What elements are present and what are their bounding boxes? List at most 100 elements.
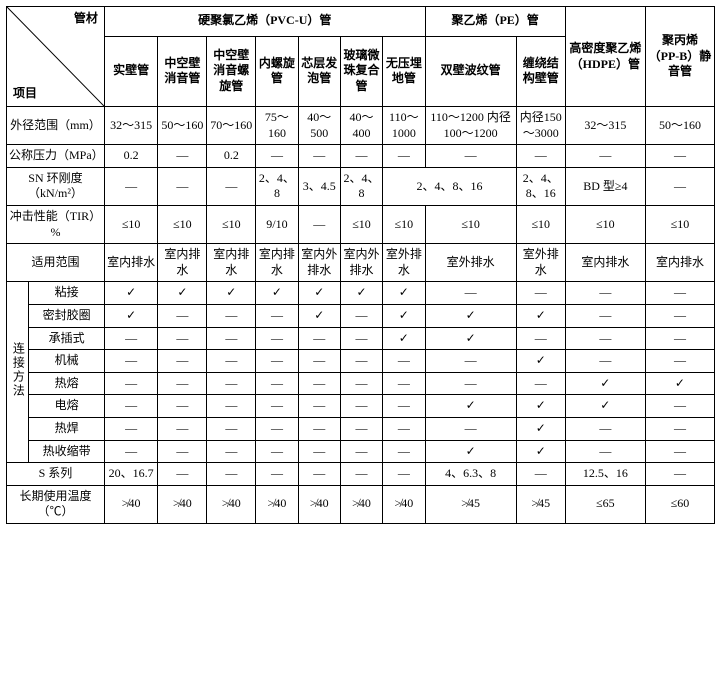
- row-conn-rh: 热焊 ————————✓——: [7, 417, 715, 440]
- cell: ✓: [298, 282, 340, 305]
- cell: ≤10: [104, 205, 157, 243]
- cell: —: [207, 417, 256, 440]
- cell: —: [645, 304, 714, 327]
- cell: 2、4、8、16: [516, 167, 565, 205]
- cell: —: [298, 440, 340, 463]
- cell: ≤10: [383, 205, 425, 243]
- cell: —: [158, 417, 207, 440]
- pvc-col-4: 内螺旋管: [256, 36, 298, 106]
- cell: ✓: [425, 304, 516, 327]
- cell: ≯40: [104, 485, 157, 523]
- cell: —: [340, 463, 382, 486]
- col-hdpe: 高密度聚乙烯（HDPE）管: [565, 7, 645, 107]
- row-label: 长期使用温度（℃）: [7, 485, 105, 523]
- pvc-col-5: 芯层发泡管: [298, 36, 340, 106]
- cell: —: [425, 350, 516, 373]
- cell: —: [256, 350, 298, 373]
- cell: 室内排水: [104, 244, 157, 282]
- cell: 室外排水: [516, 244, 565, 282]
- group-pe: 聚乙烯（PE）管: [425, 7, 565, 37]
- cell: —: [104, 327, 157, 350]
- cell: —: [383, 145, 425, 168]
- cell: —: [158, 304, 207, 327]
- cell: ≯40: [340, 485, 382, 523]
- cell: —: [516, 145, 565, 168]
- cell: —: [158, 372, 207, 395]
- cell: 室内排水: [256, 244, 298, 282]
- row-conn-mfjq: 密封胶圈 ✓———✓—✓✓✓——: [7, 304, 715, 327]
- group-pvc: 硬聚氯乙烯（PVC-U）管: [104, 7, 425, 37]
- cell: —: [383, 417, 425, 440]
- row-label: 适用范围: [7, 244, 105, 282]
- row-label: 热熔: [29, 372, 105, 395]
- cell: 2、4、8、16: [383, 167, 517, 205]
- pvc-col-7: 无压埋地管: [383, 36, 425, 106]
- cell: ✓: [565, 372, 645, 395]
- cell: ✓: [425, 395, 516, 418]
- cell: —: [298, 395, 340, 418]
- cell: 2、4、8: [256, 167, 298, 205]
- cell: ≯45: [425, 485, 516, 523]
- cell: 室内排水: [645, 244, 714, 282]
- cell: —: [340, 327, 382, 350]
- cell: —: [256, 463, 298, 486]
- cell: —: [207, 350, 256, 373]
- row-label: 热收缩带: [29, 440, 105, 463]
- cell: ✓: [298, 304, 340, 327]
- cell: —: [425, 372, 516, 395]
- pe-col-2: 缠绕结构壁管: [516, 36, 565, 106]
- cell: —: [256, 145, 298, 168]
- cell: 0.2: [104, 145, 157, 168]
- cell: —: [383, 463, 425, 486]
- cell: 50～160: [645, 107, 714, 145]
- cell: —: [298, 463, 340, 486]
- row-conn-ccs: 承插式 ——————✓✓———: [7, 327, 715, 350]
- cell: 110～1200 内径100～1200: [425, 107, 516, 145]
- cell: —: [565, 282, 645, 305]
- cell: ≯40: [298, 485, 340, 523]
- cell: 32～315: [104, 107, 157, 145]
- cell: —: [104, 372, 157, 395]
- cell: ≤10: [158, 205, 207, 243]
- cell: —: [207, 167, 256, 205]
- cell: ≤10: [565, 205, 645, 243]
- cell: ≤10: [516, 205, 565, 243]
- cell: —: [158, 463, 207, 486]
- cell: ✓: [158, 282, 207, 305]
- row-label: S 系列: [7, 463, 105, 486]
- corner-bottom-label: 项目: [13, 86, 37, 102]
- pvc-col-1: 实壁管: [104, 36, 157, 106]
- cell: —: [565, 304, 645, 327]
- cell: 2、4、8: [340, 167, 382, 205]
- cell: —: [425, 282, 516, 305]
- cell: ✓: [383, 282, 425, 305]
- row-sn: SN 环刚度（kN/m²） — — — 2、4、8 3、4.5 2、4、8 2、…: [7, 167, 715, 205]
- cell: 4、6.3、8: [425, 463, 516, 486]
- cell: ✓: [256, 282, 298, 305]
- row-conn-rr: 热熔 —————————✓✓: [7, 372, 715, 395]
- cell: —: [340, 145, 382, 168]
- cell: —: [645, 463, 714, 486]
- row-label: 热焊: [29, 417, 105, 440]
- cell: —: [565, 440, 645, 463]
- cell: —: [256, 304, 298, 327]
- cell: —: [383, 395, 425, 418]
- cell: —: [207, 395, 256, 418]
- pe-col-1: 双壁波纹管: [425, 36, 516, 106]
- row-label: 冲击性能（TIR）%: [7, 205, 105, 243]
- cell: —: [298, 205, 340, 243]
- conn-group-label: 连接方法: [7, 282, 29, 463]
- cell: —: [340, 372, 382, 395]
- cell: —: [516, 372, 565, 395]
- cell: ≯45: [516, 485, 565, 523]
- cell: ≯40: [207, 485, 256, 523]
- cell: —: [104, 417, 157, 440]
- cell: —: [425, 145, 516, 168]
- cell: ✓: [645, 372, 714, 395]
- cell: ✓: [516, 440, 565, 463]
- cell: —: [383, 372, 425, 395]
- cell: —: [383, 350, 425, 373]
- cell: —: [104, 395, 157, 418]
- cell: ✓: [425, 440, 516, 463]
- cell: —: [565, 145, 645, 168]
